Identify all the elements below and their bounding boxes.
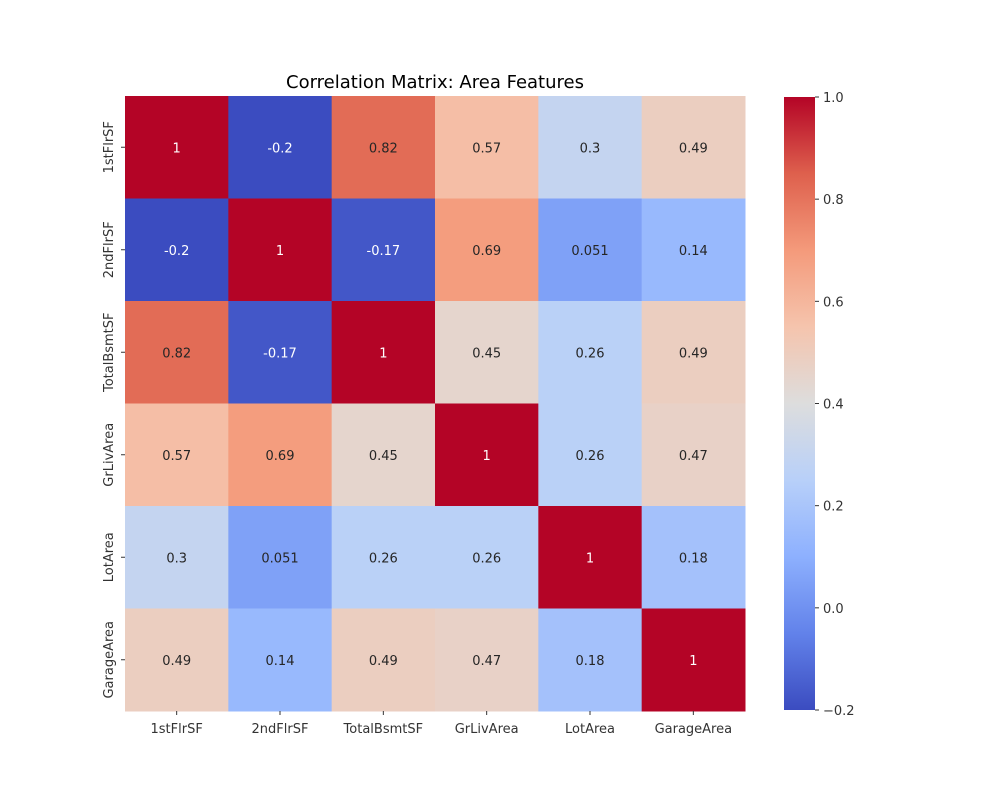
cell-value-label: 0.26 (576, 346, 605, 361)
colorbar: −0.2 0.0 0.2 0.4 0.6 0.8 1.0 (784, 91, 855, 719)
heatmap-cell (435, 506, 539, 609)
x-tick-label: 2ndFlrSF (252, 722, 309, 737)
heatmap-cell (641, 96, 746, 199)
heatmap-cell (538, 198, 643, 302)
y-tick-label: TotalBsmtSF (102, 312, 117, 393)
colorbar-tick-label: 0.6 (823, 295, 844, 310)
cell-value-label: 0.69 (472, 244, 501, 259)
y-axis-ticks: 1stFlrSF 2ndFlrSF TotalBsmtSF GrLivArea LotA… (102, 121, 125, 699)
cell-value-label: 0.18 (679, 551, 708, 566)
chart-title: Correlation Matrix: Area Features (286, 72, 584, 93)
heatmap-cell (435, 301, 539, 404)
cell-value-label: 1 (586, 551, 594, 566)
cell-value-label: 0.49 (679, 141, 708, 156)
heatmap-cell (331, 608, 436, 712)
colorbar-tick-label: 1.0 (823, 91, 844, 106)
cell-value-label: 1 (483, 449, 491, 464)
x-tick-label: GarageArea (655, 722, 733, 737)
heatmap-cell (228, 608, 333, 712)
cell-value-label: -0.2 (267, 141, 292, 156)
heatmap-cell (228, 198, 333, 302)
heatmap-cell (538, 506, 643, 609)
colorbar-tick-label: 0.2 (823, 500, 844, 515)
heatmap-cell (125, 301, 229, 404)
colorbar-tick-label: 0.0 (823, 602, 844, 617)
cell-value-label: 1 (689, 654, 697, 669)
y-tick-label: 2ndFlrSF (102, 221, 117, 278)
heatmap-cell (641, 403, 746, 507)
cell-value-label: 1 (276, 244, 284, 259)
cell-value-label: 0.82 (162, 346, 191, 361)
cell-value-label: 0.47 (472, 654, 501, 669)
colorbar-tick-label: −0.2 (823, 704, 855, 719)
cell-value-label: 0.14 (266, 654, 295, 669)
heatmap-cell (228, 301, 333, 404)
heatmap-cell (228, 506, 333, 609)
cell-value-label: 0.69 (266, 449, 295, 464)
cell-value-label: 0.3 (580, 141, 601, 156)
x-tick-label: LotArea (565, 722, 615, 737)
cell-value-label: 0.57 (162, 449, 191, 464)
heatmap-cell (538, 403, 643, 507)
y-tick-label: LotArea (102, 532, 117, 582)
cell-value-label: 0.26 (369, 551, 398, 566)
cell-value-label: 0.26 (472, 551, 501, 566)
colorbar-gradient (784, 97, 815, 710)
x-tick-label: TotalBsmtSF (343, 722, 424, 737)
cell-value-label: 0.45 (369, 449, 398, 464)
y-tick-label: GrLivArea (102, 423, 117, 487)
heatmap-cell (228, 403, 333, 507)
heatmap-cell (125, 608, 229, 712)
heatmap-cell (331, 96, 436, 199)
heatmap-cell (641, 608, 746, 712)
heatmap-cell (538, 96, 643, 199)
heatmap-cell (435, 608, 539, 712)
cell-value-label: 0.47 (679, 449, 708, 464)
cell-value-label: 0.051 (571, 244, 608, 259)
heatmap-cell (641, 198, 746, 302)
colorbar-tick-label: 0.4 (823, 398, 844, 413)
heatmap-cell (125, 96, 229, 199)
cell-value-label: 0.051 (261, 551, 298, 566)
x-axis-ticks: 1stFlrSF 2ndFlrSF TotalBsmtSF GrLivArea LotA… (151, 711, 733, 737)
cell-value-label: 0.18 (576, 654, 605, 669)
heatmap-cell (435, 198, 539, 302)
cell-value-label: -0.17 (367, 244, 401, 259)
x-tick-label: GrLivArea (455, 722, 519, 737)
cell-value-label: 0.49 (162, 654, 191, 669)
colorbar-tick-label: 0.8 (823, 193, 844, 208)
heatmap-cell (331, 301, 436, 404)
heatmap-cell (538, 608, 643, 712)
cell-value-label: 0.45 (472, 346, 501, 361)
heatmap-cells (125, 96, 746, 712)
cell-value-label: 0.14 (679, 244, 708, 259)
heatmap-cell (641, 301, 746, 404)
heatmap-cell (641, 506, 746, 609)
cell-value-label: 0.57 (472, 141, 501, 156)
heatmap-cell (125, 506, 229, 609)
heatmap-cell (331, 403, 436, 507)
y-tick-label: 1stFlrSF (102, 121, 117, 173)
cell-value-label: 0.82 (369, 141, 398, 156)
cell-value-label: 1 (379, 346, 387, 361)
cell-value-label: 0.49 (679, 346, 708, 361)
y-tick-label: GarageArea (102, 621, 117, 699)
heatmap-cell (125, 198, 229, 302)
cell-value-label: 0.26 (576, 449, 605, 464)
heatmap-cell (435, 403, 539, 507)
cell-value-label: -0.2 (164, 244, 189, 259)
cell-value-label: -0.17 (263, 346, 297, 361)
cell-value-label: 1 (173, 141, 181, 156)
x-tick-label: 1stFlrSF (151, 722, 203, 737)
cell-annotations: 1 -0.2 0.82 0.57 0.3 0.49 -0.2 1 -0.17 0.69 0.051 0… (162, 141, 708, 669)
heatmap-cell (435, 96, 539, 199)
heatmap-cell (538, 301, 643, 404)
heatmap-cell (125, 403, 229, 507)
heatmap-cell (331, 506, 436, 609)
heatmap-cell (331, 198, 436, 302)
cell-value-label: 0.3 (166, 551, 187, 566)
heatmap-cell (228, 96, 333, 199)
cell-value-label: 0.49 (369, 654, 398, 669)
